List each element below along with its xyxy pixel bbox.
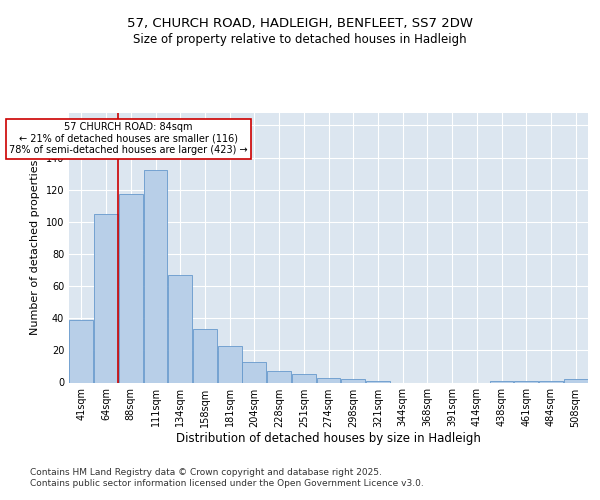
Bar [292, 374, 316, 382]
Bar [143, 170, 167, 382]
Text: 57 CHURCH ROAD: 84sqm
← 21% of detached houses are smaller (116)
78% of semi-det: 57 CHURCH ROAD: 84sqm ← 21% of detached … [9, 122, 248, 156]
Bar [193, 330, 217, 382]
Bar [366, 381, 390, 382]
Text: Size of property relative to detached houses in Hadleigh: Size of property relative to detached ho… [133, 32, 467, 46]
Bar [317, 378, 340, 382]
X-axis label: Distribution of detached houses by size in Hadleigh: Distribution of detached houses by size … [176, 432, 481, 446]
Bar [341, 380, 365, 382]
Bar [242, 362, 266, 382]
Bar [168, 275, 192, 382]
Bar [490, 381, 514, 382]
Bar [539, 381, 563, 382]
Y-axis label: Number of detached properties: Number of detached properties [30, 160, 40, 335]
Bar [94, 214, 118, 382]
Bar [70, 320, 94, 382]
Text: Contains HM Land Registry data © Crown copyright and database right 2025.
Contai: Contains HM Land Registry data © Crown c… [30, 468, 424, 487]
Bar [218, 346, 242, 383]
Bar [267, 371, 291, 382]
Bar [119, 194, 143, 382]
Bar [514, 381, 538, 382]
Text: 57, CHURCH ROAD, HADLEIGH, BENFLEET, SS7 2DW: 57, CHURCH ROAD, HADLEIGH, BENFLEET, SS7… [127, 18, 473, 30]
Bar [563, 380, 587, 382]
